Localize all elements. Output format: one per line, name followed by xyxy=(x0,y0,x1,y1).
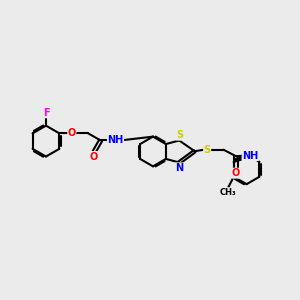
Text: NH: NH xyxy=(242,151,258,160)
Text: O: O xyxy=(89,152,98,161)
Text: S: S xyxy=(176,130,183,140)
Text: F: F xyxy=(43,108,49,118)
Text: CH₃: CH₃ xyxy=(220,188,237,197)
Text: O: O xyxy=(68,128,76,138)
Text: O: O xyxy=(232,168,240,178)
Text: S: S xyxy=(204,145,211,155)
Text: NH: NH xyxy=(107,136,124,146)
Text: N: N xyxy=(175,163,183,173)
